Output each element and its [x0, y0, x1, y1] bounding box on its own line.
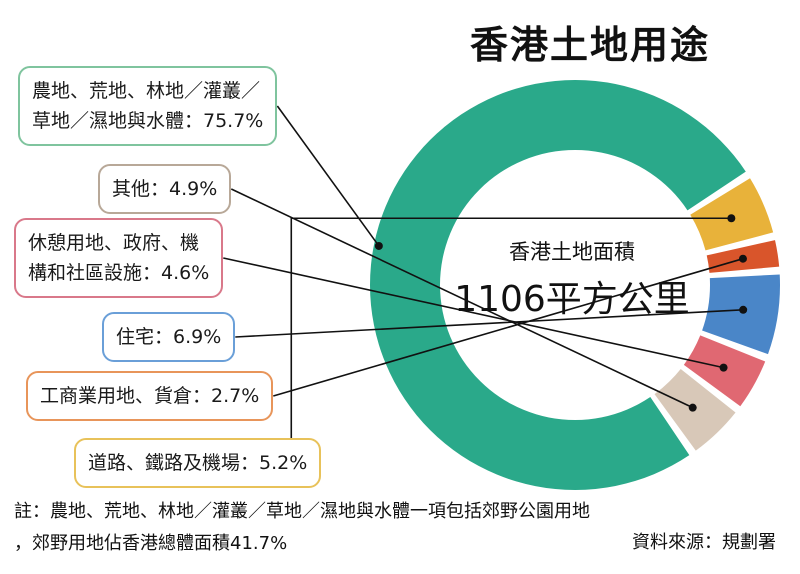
slice-label-text: 其他：4.9%	[112, 178, 218, 200]
slice-label: 住宅：6.9%	[102, 312, 236, 362]
footnote-line: ，郊野用地佔香港總體面積41.7%	[14, 533, 288, 554]
pie-slice	[370, 80, 746, 491]
leader-dot	[688, 403, 697, 412]
slice-label: 其他：4.9%	[98, 164, 232, 214]
leader-line	[223, 257, 724, 369]
leader-dot	[374, 241, 383, 250]
slice-label: 工商業用地、貨倉：2.7%	[26, 371, 274, 421]
source-note: 資料來源：規劃署	[632, 532, 776, 553]
leader-line	[273, 257, 744, 397]
slice-label: 道路、鐵路及機場：5.2%	[74, 438, 322, 488]
footnote: 註：農地、荒地、林地／灌叢／草地／濕地與水體一項包括郊野公園用地 ，郊野用地佔香…	[14, 496, 590, 560]
chart-title: 香港土地用途	[469, 23, 710, 67]
slice-label-text: 草地／濕地與水體：75.7%	[32, 110, 264, 132]
center-label: 香港土地面積	[509, 240, 635, 264]
slice-label-text: 休憩用地、政府、機	[28, 232, 200, 254]
pie-slice	[702, 274, 780, 355]
leader-dot	[719, 363, 728, 372]
leader-line	[230, 188, 694, 409]
leader-dot	[738, 254, 747, 263]
leader-dot	[727, 214, 736, 223]
slice-label-text: 住宅：6.9%	[116, 326, 222, 348]
leader-dot	[739, 305, 748, 314]
slice-label-text: 道路、鐵路及機場：5.2%	[88, 452, 308, 474]
slice-label: 農地、荒地、林地／灌叢／ 草地／濕地與水體：75.7%	[18, 66, 278, 146]
slice-label-text: 農地、荒地、林地／灌叢／	[32, 80, 261, 102]
slice-label: 休憩用地、政府、機 構和社區設施：4.6%	[14, 218, 224, 298]
leader-line	[235, 308, 744, 338]
center-value: 1106平方公里	[454, 279, 690, 320]
leader-line	[276, 105, 380, 247]
footnote-line: 註：農地、荒地、林地／灌叢／草地／濕地與水體一項包括郊野公園用地	[14, 501, 590, 522]
slice-label-text: 工商業用地、貨倉：2.7%	[40, 385, 260, 407]
slice-label-text: 構和社區設施：4.6%	[28, 262, 210, 284]
